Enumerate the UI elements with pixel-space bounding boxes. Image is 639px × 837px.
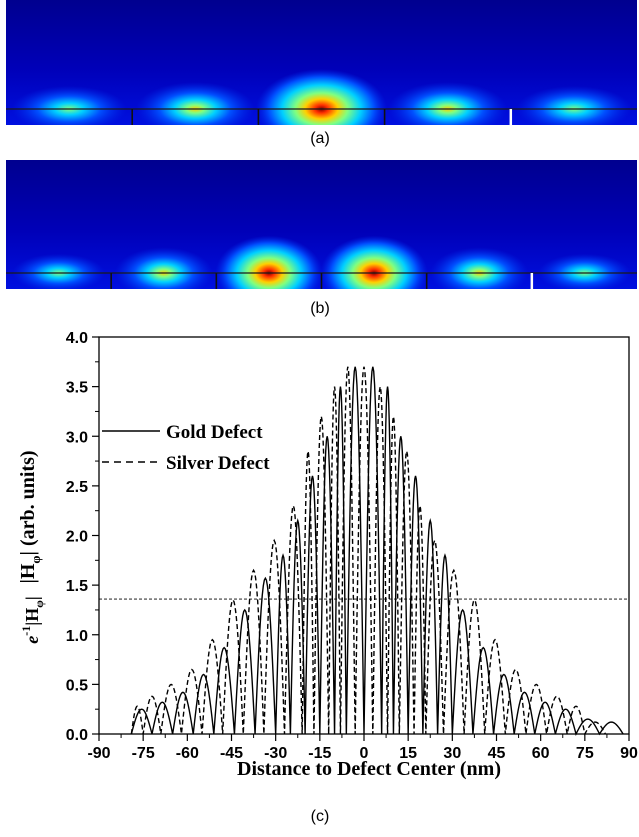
x-tick-label: 60 bbox=[532, 745, 550, 762]
x-tick-label: -90 bbox=[87, 745, 110, 762]
field-lobe bbox=[11, 85, 127, 125]
caption-c: (c) bbox=[310, 808, 330, 825]
field-lobe bbox=[430, 247, 529, 289]
field-lobe bbox=[255, 69, 388, 125]
y-tick-label: 0.5 bbox=[66, 677, 88, 694]
field-lobe bbox=[215, 235, 323, 289]
legend-label-gold: Gold Defect bbox=[166, 422, 263, 443]
threshold-label-e: e bbox=[22, 636, 42, 644]
x-tick-label: -60 bbox=[176, 745, 199, 762]
field-lobe bbox=[388, 82, 507, 125]
x-tick-label: 90 bbox=[620, 745, 638, 762]
y-axis-title-main: |H bbox=[17, 563, 39, 583]
x-tick-label: -30 bbox=[264, 745, 287, 762]
field-lobe bbox=[136, 82, 255, 125]
field-profile-chart: -90 -75 -60 -45 -30 -15 0 15 30 45 60 75 90 0.0 0.5 1.0… bbox=[17, 330, 638, 780]
x-tick-label: 0 bbox=[360, 745, 369, 762]
y-axis-title-tail: | (arb. units) bbox=[17, 450, 39, 555]
y-tick-label: 0.0 bbox=[66, 727, 88, 744]
x-tick-label: 15 bbox=[399, 745, 417, 762]
x-tick-label: 45 bbox=[488, 745, 506, 762]
caption-a: (a) bbox=[310, 130, 330, 147]
field-lobe bbox=[114, 247, 213, 289]
caption-b: (b) bbox=[310, 300, 330, 317]
field-lobe bbox=[538, 253, 631, 289]
y-tick-label: 3.5 bbox=[66, 380, 88, 397]
y-tick-label: 1.0 bbox=[66, 628, 88, 645]
y-tick-label: 3.0 bbox=[66, 429, 88, 446]
x-tick-label: 30 bbox=[443, 745, 461, 762]
y-tick-label: 4.0 bbox=[66, 330, 88, 347]
y-tick-label: 1.5 bbox=[66, 578, 88, 595]
series-line-gold bbox=[130, 366, 624, 736]
svg-text:e-1|Hφ|: e-1|Hφ| bbox=[19, 596, 46, 643]
threshold-label-h: |H bbox=[22, 608, 42, 626]
field-lobe bbox=[12, 253, 105, 289]
x-tick-label: -75 bbox=[132, 745, 155, 762]
y-axis-title-sub: φ bbox=[28, 555, 43, 563]
x-axis-title: Distance to Defect Center (nm) bbox=[237, 758, 501, 780]
plot-frame bbox=[98, 336, 630, 735]
y-axis-title: |Hφ| (arb. units) bbox=[17, 450, 43, 583]
threshold-label-tail: | bbox=[22, 596, 42, 600]
threshold-label-sub: φ bbox=[32, 600, 46, 608]
x-tick-label: -15 bbox=[308, 745, 331, 762]
field-lobe bbox=[516, 85, 632, 125]
legend: Gold Defect Silver Defect bbox=[102, 422, 270, 474]
y-tick-label: 2.0 bbox=[66, 529, 88, 546]
threshold-label-exp: -1 bbox=[19, 626, 33, 636]
series-line-silver bbox=[130, 366, 607, 737]
x-tick-label: 75 bbox=[576, 745, 594, 762]
field-map-b bbox=[6, 160, 637, 289]
legend-label-silver: Silver Defect bbox=[166, 453, 270, 474]
field-lobe bbox=[320, 235, 428, 289]
threshold-label: e-1|Hφ| bbox=[19, 596, 46, 643]
field-map-a bbox=[6, 0, 637, 125]
y-tick-label: 2.5 bbox=[66, 479, 88, 496]
svg-text:|Hφ| (arb. units): |Hφ| (arb. units) bbox=[17, 450, 43, 583]
x-tick-label: -45 bbox=[220, 745, 243, 762]
